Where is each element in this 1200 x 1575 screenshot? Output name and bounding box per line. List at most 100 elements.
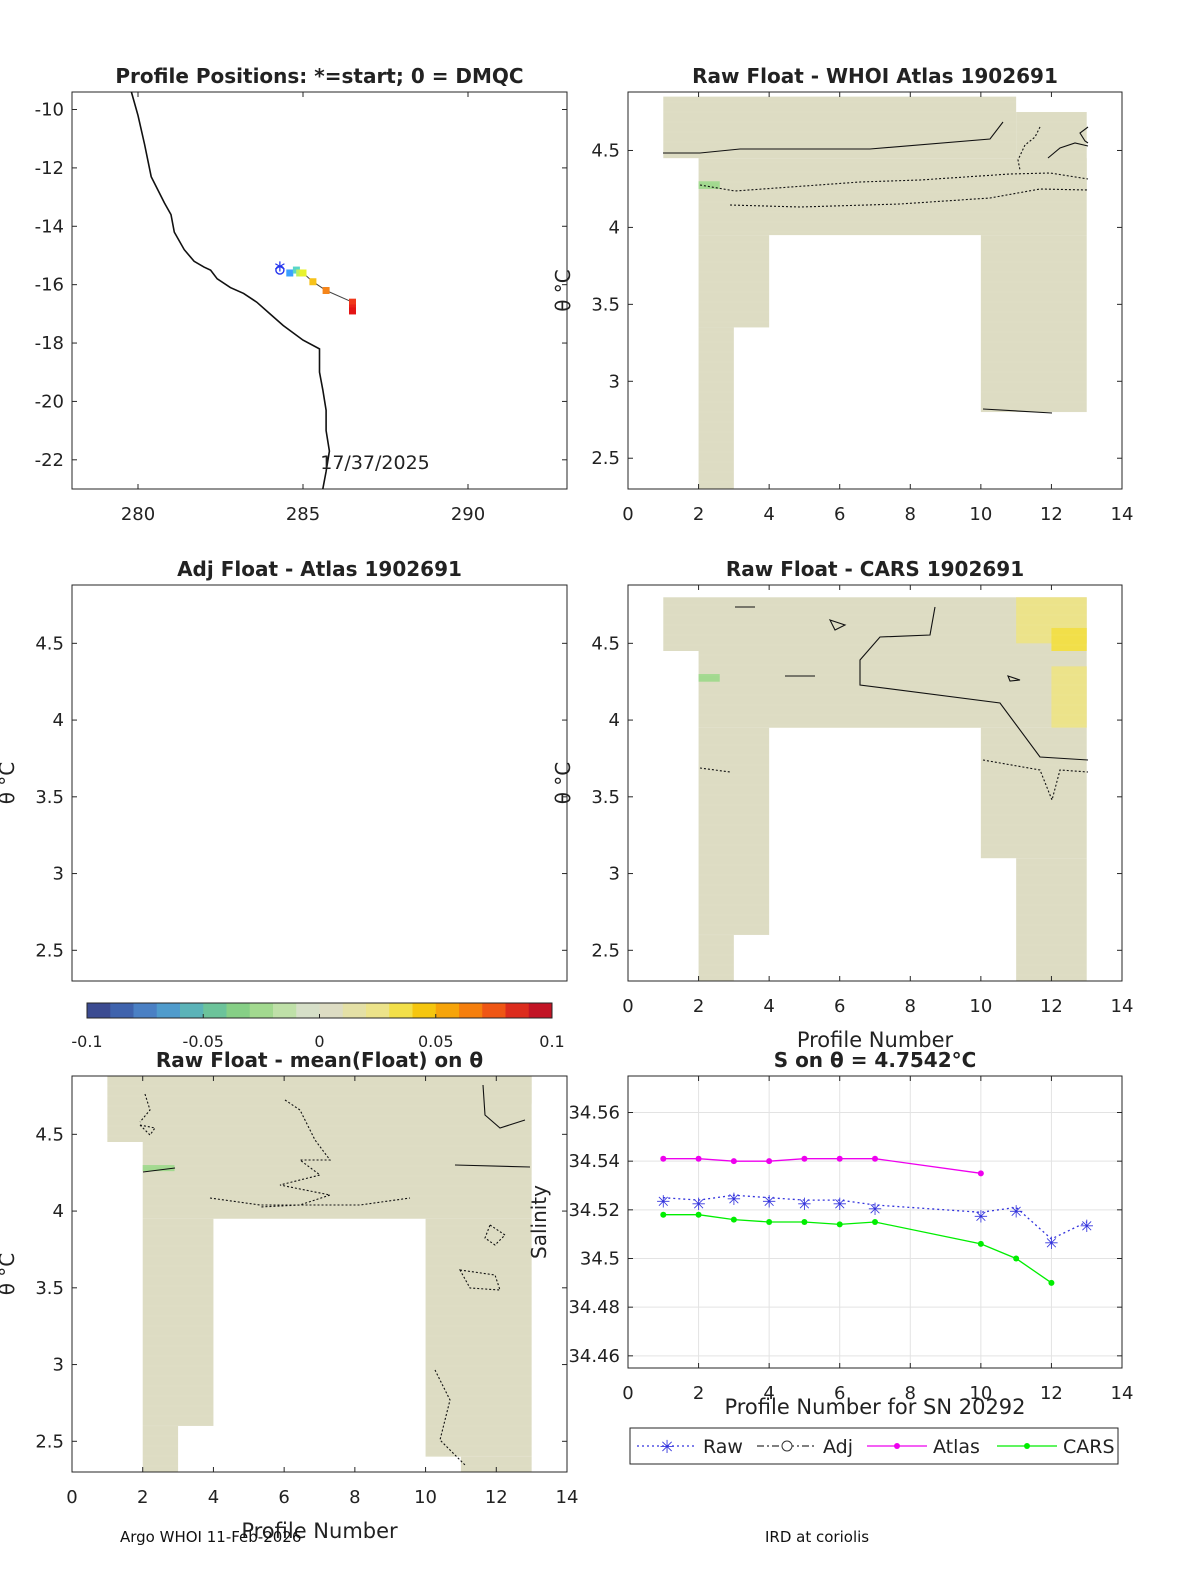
- whoi-xtick-label: 2: [693, 504, 704, 525]
- heatmap-cell: [698, 235, 770, 328]
- mean-axes: [71, 1075, 568, 1473]
- salinity-xtick-label: 0: [622, 1383, 633, 1404]
- positions-ytick-label: -14: [35, 216, 64, 237]
- salinity-ytick-label: 34.48: [568, 1297, 620, 1318]
- legend-label-cars: CARS: [1063, 1436, 1115, 1458]
- colorbar-swatch: [273, 1003, 297, 1018]
- mean-contour-dotted: [209, 1197, 411, 1206]
- cars-xtick-label: 2: [693, 996, 704, 1017]
- salinity-ytick-label: 34.5: [580, 1249, 620, 1270]
- legend-marker-adj: [781, 1440, 793, 1452]
- colorbar-swatch: [319, 1003, 344, 1018]
- start-marker: *: [274, 259, 285, 284]
- atlas-point: [695, 1155, 702, 1162]
- legend-marker-raw: ✳: [659, 1437, 674, 1458]
- whoi-contour-solid: [1047, 142, 1089, 159]
- atlas-point: [766, 1158, 773, 1165]
- cars-point: [730, 1216, 737, 1223]
- colorbar-swatch: [156, 1003, 181, 1018]
- atlas-point: [977, 1170, 984, 1177]
- cars-contour-solid: [828, 619, 847, 631]
- colorbar-swatch: [342, 1003, 367, 1018]
- mean-ylabel: θ °C: [0, 1253, 19, 1296]
- adj-ylabel: θ °C: [0, 762, 19, 805]
- adj-ytick-label: 2.5: [35, 940, 64, 961]
- colorbar-swatch: [412, 1003, 437, 1018]
- whoi-ytick-label: 4: [609, 217, 620, 238]
- cars-xtick-label: 14: [1111, 996, 1134, 1017]
- adj-ytick-label: 3.5: [35, 787, 64, 808]
- series-line-raw: [663, 1194, 1087, 1240]
- heatmap-cell: [698, 727, 770, 935]
- whoi-ytick-label: 3.5: [591, 294, 620, 315]
- mean-xtick-label: 6: [278, 1487, 289, 1508]
- cars-axes: [627, 584, 1123, 982]
- colorbar: [86, 1002, 553, 1019]
- positions-xtick-label: 290: [451, 504, 485, 525]
- cars-contour-solid: [859, 606, 1089, 761]
- colorbar-tick-label: -0.1: [71, 1032, 102, 1051]
- cars-point: [836, 1221, 843, 1228]
- colorbar-swatch: [180, 1003, 204, 1018]
- mean-xtick-label: 10: [414, 1487, 437, 1508]
- colorbar-swatch: [296, 1003, 320, 1018]
- mean-xtick-label: 12: [485, 1487, 508, 1508]
- colorbar-swatch: [366, 1003, 390, 1018]
- cars-cells: [628, 584, 1122, 981]
- series-line-cars: [663, 1214, 1052, 1284]
- whoi-xtick-label: 6: [834, 504, 845, 525]
- whoi-ylabel: θ °C: [551, 269, 575, 312]
- atlas-point: [660, 1155, 667, 1162]
- cars-ytick-label: 4: [609, 710, 620, 731]
- colorbar-swatch: [389, 1003, 413, 1018]
- heatmap-cell: [142, 1142, 532, 1219]
- heatmap-cell: [698, 674, 720, 682]
- salinity-ytick-label: 34.46: [568, 1346, 620, 1367]
- positions-title: Profile Positions: *=start; 0 = DMQC: [115, 64, 523, 88]
- heatmap-cell: [663, 96, 1017, 159]
- colorbar-swatch: [528, 1003, 553, 1018]
- atlas-point: [836, 1155, 843, 1162]
- salinity-xtick-label: 8: [905, 1383, 916, 1404]
- heatmap-cell: [1016, 858, 1087, 981]
- positions-xtick-label: 280: [121, 504, 155, 525]
- salinity-xtick-label: 6: [834, 1383, 845, 1404]
- profile-marker: [309, 278, 317, 286]
- profile-marker: [349, 298, 356, 306]
- positions-ytick-label: -12: [35, 158, 64, 179]
- heatmap-cell: [980, 727, 1087, 859]
- raw-point: ✳: [1009, 1202, 1023, 1222]
- salinity-axes: [627, 1075, 1123, 1369]
- cars-ytick-label: 3.5: [591, 787, 620, 808]
- series-line-atlas: [663, 1158, 981, 1174]
- heatmap-cell: [980, 235, 1087, 413]
- profile-marker: [286, 269, 294, 277]
- start-circle: [275, 265, 285, 275]
- mean-contour-solid: [482, 1084, 526, 1129]
- footer-right: IRD at coriolis: [765, 1528, 870, 1546]
- salinity-ytick-label: 34.52: [568, 1200, 620, 1221]
- salinity-xtick-label: 4: [763, 1383, 774, 1404]
- mean-contour-dotted: [458, 1269, 501, 1291]
- mean-ytick-label: 3: [53, 1355, 64, 1376]
- positions-date-annotation: 17/37/2025: [320, 452, 430, 474]
- positions-ytick-label: -18: [35, 333, 64, 354]
- heatmap-cell: [698, 327, 734, 489]
- positions-ytick-label: -10: [35, 100, 64, 121]
- positions-ytick-label: -16: [35, 275, 64, 296]
- salinity-xtick-label: 14: [1111, 1383, 1134, 1404]
- mean-xtick-label: 14: [556, 1487, 579, 1508]
- cars-point: [660, 1211, 667, 1218]
- heatmap-cell: [107, 1076, 532, 1142]
- whoi-xtick-label: 12: [1040, 504, 1063, 525]
- cars-xtick-label: 12: [1040, 996, 1063, 1017]
- profile-marker: [322, 287, 330, 294]
- cars-ytick-label: 2.5: [591, 940, 620, 961]
- legend: [629, 1427, 1119, 1465]
- legend-marker-cars: [1024, 1443, 1030, 1449]
- profile-marker: [299, 269, 307, 277]
- whoi-xtick-label: 4: [763, 504, 774, 525]
- salinity-ylabel: Salinity: [527, 1185, 551, 1259]
- cars-point: [1013, 1255, 1020, 1262]
- cars-title: Raw Float - CARS 1902691: [726, 557, 1024, 581]
